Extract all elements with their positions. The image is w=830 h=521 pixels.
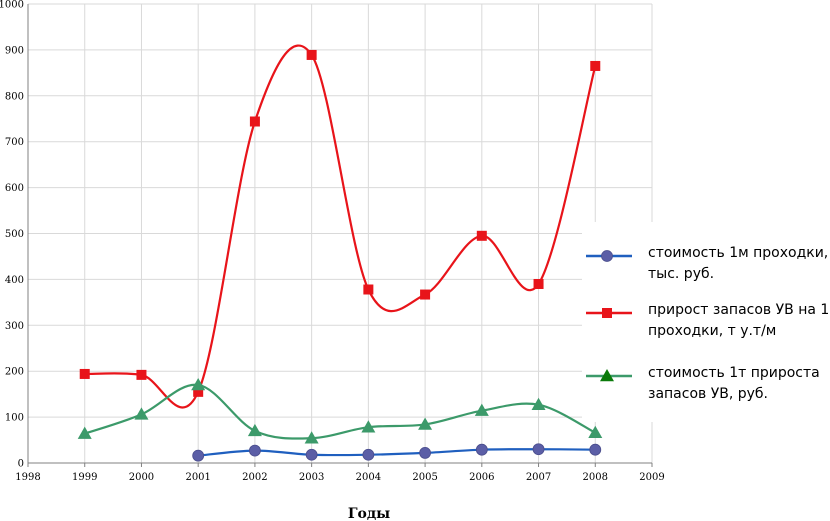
data-point <box>79 368 90 379</box>
data-point <box>418 417 433 430</box>
grid <box>27 3 653 464</box>
series-2 <box>79 44 601 409</box>
y-tick-label: 0 <box>18 459 24 470</box>
x-tick-label: 2006 <box>469 472 494 483</box>
data-point <box>193 386 204 397</box>
legend-item-1: стоимость 1м проходки, тыс. руб. <box>586 245 828 282</box>
series-line <box>84 44 597 409</box>
data-point <box>304 431 319 444</box>
legend-item-2: прирост запасов УВ на 1м проходки, т у.т/… <box>586 302 830 339</box>
x-tick-label: 2009 <box>639 472 664 483</box>
data-point <box>134 407 149 420</box>
data-point <box>77 426 92 439</box>
y-tick-label: 300 <box>5 321 24 332</box>
data-point <box>590 60 601 71</box>
legend-label: стоимость 1т прироста <box>648 365 820 381</box>
y-tick-label: 1000 <box>0 0 24 11</box>
legend-marker <box>601 250 613 262</box>
series-layer <box>77 44 603 462</box>
x-axis-title: Годы <box>348 506 390 521</box>
data-point <box>474 403 489 416</box>
legend-label: проходки, т у.т/м <box>648 323 776 339</box>
legend-label: прирост запасов УВ на 1м <box>648 302 830 318</box>
x-tick-label: 2002 <box>242 472 267 483</box>
x-tick-label: 1999 <box>72 472 97 483</box>
data-point <box>249 444 261 457</box>
x-tick-label: 1998 <box>15 472 40 483</box>
x-tick-label: 2007 <box>526 472 551 483</box>
y-tick-label: 700 <box>5 137 24 148</box>
data-point <box>306 49 317 60</box>
data-point <box>533 278 544 289</box>
y-tick-label: 100 <box>5 413 24 424</box>
legend: стоимость 1м проходки, тыс. руб. прирост з… <box>582 222 830 422</box>
axes: 0 100 200 300 400 500 600 700 800 900 1000 1998 1999… <box>0 0 665 483</box>
x-tick-label: 2000 <box>129 472 154 483</box>
data-point <box>305 448 318 461</box>
x-tick-label: 2008 <box>583 472 608 483</box>
data-point <box>363 284 374 295</box>
y-tick-label: 500 <box>5 229 24 240</box>
x-tick-label: 2001 <box>185 472 210 483</box>
y-tick-label: 900 <box>5 45 24 56</box>
data-point <box>531 397 546 410</box>
data-point <box>191 377 206 391</box>
series-3 <box>77 377 603 444</box>
data-point <box>361 420 376 433</box>
legend-marker <box>600 369 614 382</box>
legend-marker <box>602 308 612 318</box>
y-tick-label: 400 <box>5 275 24 286</box>
legend-label: стоимость 1м проходки, <box>648 245 828 261</box>
x-tick-label: 2004 <box>356 472 381 483</box>
data-point <box>589 443 602 456</box>
legend-item-3: стоимость 1т прироста запасов УВ, руб. <box>586 365 820 402</box>
data-point <box>420 289 431 300</box>
series-line <box>84 383 596 440</box>
data-point <box>136 369 147 380</box>
series-1 <box>192 443 602 462</box>
x-tick-label: 2005 <box>412 472 437 483</box>
data-point <box>475 443 488 456</box>
y-tick-label: 600 <box>5 183 24 194</box>
data-point <box>532 443 545 456</box>
legend-label: тыс. руб. <box>648 266 714 282</box>
legend-label: запасов УВ, руб. <box>648 386 768 402</box>
y-tick-label: 200 <box>5 367 24 378</box>
data-point <box>476 230 487 241</box>
data-point <box>247 423 262 437</box>
x-tick-label: 2003 <box>299 472 324 483</box>
data-point <box>362 448 375 461</box>
data-point <box>419 447 431 459</box>
data-point <box>249 116 260 127</box>
data-point <box>192 449 205 462</box>
y-tick-label: 800 <box>5 91 24 102</box>
data-point <box>588 425 603 438</box>
